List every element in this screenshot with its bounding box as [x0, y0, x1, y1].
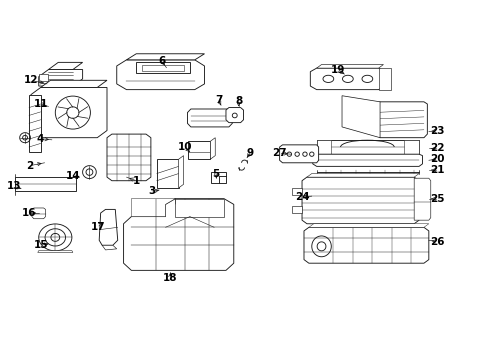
Text: 24: 24 — [294, 192, 309, 202]
Polygon shape — [316, 140, 418, 154]
Polygon shape — [99, 210, 118, 245]
Polygon shape — [38, 251, 73, 252]
Text: 27: 27 — [272, 148, 286, 158]
Text: 9: 9 — [246, 148, 253, 158]
Text: 2: 2 — [26, 161, 34, 171]
Polygon shape — [187, 109, 232, 127]
Polygon shape — [131, 199, 175, 217]
Polygon shape — [178, 156, 183, 188]
Text: 6: 6 — [158, 56, 165, 66]
Polygon shape — [375, 102, 427, 138]
Polygon shape — [39, 74, 48, 81]
Polygon shape — [316, 140, 330, 154]
Text: 8: 8 — [235, 96, 242, 106]
Polygon shape — [312, 154, 422, 166]
Polygon shape — [107, 134, 151, 181]
Polygon shape — [39, 69, 82, 86]
Polygon shape — [211, 172, 225, 183]
Polygon shape — [292, 188, 302, 195]
Polygon shape — [41, 80, 107, 87]
Text: 25: 25 — [429, 194, 444, 204]
Polygon shape — [123, 199, 233, 270]
Text: 16: 16 — [21, 208, 36, 218]
Text: 19: 19 — [330, 64, 345, 75]
Text: 26: 26 — [429, 237, 444, 247]
Text: 7: 7 — [215, 95, 222, 105]
Polygon shape — [188, 141, 210, 159]
Polygon shape — [316, 64, 383, 68]
Polygon shape — [175, 199, 224, 217]
Text: 13: 13 — [7, 181, 21, 192]
Text: 12: 12 — [23, 75, 38, 85]
Polygon shape — [310, 68, 384, 90]
Polygon shape — [404, 140, 418, 154]
Polygon shape — [136, 62, 189, 73]
Polygon shape — [308, 224, 428, 227]
Polygon shape — [304, 227, 428, 263]
Text: 23: 23 — [429, 126, 444, 135]
Text: 15: 15 — [33, 240, 48, 250]
Text: 3: 3 — [148, 186, 155, 197]
Polygon shape — [279, 145, 318, 163]
Polygon shape — [29, 95, 41, 152]
Polygon shape — [48, 62, 82, 69]
Text: 21: 21 — [429, 165, 444, 175]
Polygon shape — [413, 178, 430, 220]
Polygon shape — [102, 245, 117, 250]
Polygon shape — [378, 68, 390, 90]
Polygon shape — [302, 177, 418, 224]
Text: 4: 4 — [37, 134, 44, 144]
Polygon shape — [292, 206, 302, 213]
Text: 22: 22 — [429, 143, 444, 153]
Text: 11: 11 — [33, 99, 48, 109]
Polygon shape — [126, 54, 204, 60]
Text: 20: 20 — [429, 154, 444, 164]
Text: 14: 14 — [65, 171, 80, 181]
Polygon shape — [32, 208, 45, 219]
Text: 10: 10 — [178, 142, 192, 152]
Polygon shape — [157, 159, 178, 188]
Text: 17: 17 — [91, 222, 105, 231]
Polygon shape — [306, 174, 418, 177]
Polygon shape — [15, 177, 76, 192]
Text: 1: 1 — [132, 176, 140, 186]
Text: 5: 5 — [212, 168, 220, 179]
Polygon shape — [117, 60, 204, 90]
Polygon shape — [31, 87, 107, 138]
Polygon shape — [210, 138, 215, 159]
Text: 18: 18 — [163, 273, 177, 283]
Polygon shape — [341, 96, 379, 138]
Polygon shape — [225, 108, 243, 123]
